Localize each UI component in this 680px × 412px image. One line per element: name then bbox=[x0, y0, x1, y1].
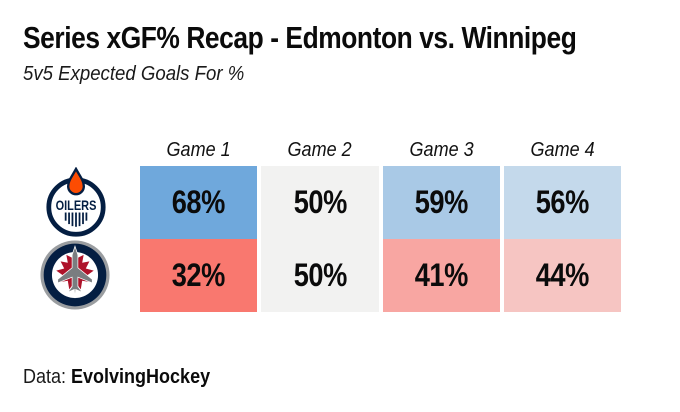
page-subtitle: 5v5 Expected Goals For % bbox=[23, 63, 245, 85]
data-source-name: EvolvingHockey bbox=[71, 366, 211, 388]
xgf-cell-jets-game2: 50% bbox=[261, 239, 379, 312]
jet-icon bbox=[57, 245, 93, 299]
column-header-game1: Game 1 bbox=[166, 139, 231, 161]
jets-logo bbox=[40, 240, 110, 310]
xgf-cell-oilers-game1: 68% bbox=[140, 166, 258, 239]
page-title: Series xGF% Recap - Edmonton vs. Winnipe… bbox=[23, 20, 577, 55]
xgf-table: Game 1 Game 2 Game 3 Game 4 68% 50% 59% … bbox=[140, 137, 621, 312]
column-header-game3: Game 3 bbox=[409, 139, 474, 161]
xgf-cell-oilers-game3: 59% bbox=[382, 166, 500, 239]
column-header-game2: Game 2 bbox=[287, 139, 352, 161]
xgf-cell-oilers-game4: 56% bbox=[503, 166, 621, 239]
data-source-label: Data: bbox=[23, 366, 67, 388]
xgf-cell-oilers-game2: 50% bbox=[261, 166, 379, 239]
xgf-cell-jets-game4: 44% bbox=[503, 239, 621, 312]
column-header-game4: Game 4 bbox=[530, 139, 595, 161]
data-source-credit: Data: EvolvingHockey bbox=[23, 366, 210, 389]
oilers-logo: OILERS bbox=[46, 167, 106, 237]
xgf-cell-jets-game3: 41% bbox=[382, 239, 500, 312]
oil-drop-icon bbox=[66, 167, 86, 196]
oilers-wordmark: OILERS bbox=[56, 198, 97, 213]
oilers-stripes bbox=[64, 212, 88, 227]
xgf-cell-jets-game1: 32% bbox=[140, 239, 258, 312]
